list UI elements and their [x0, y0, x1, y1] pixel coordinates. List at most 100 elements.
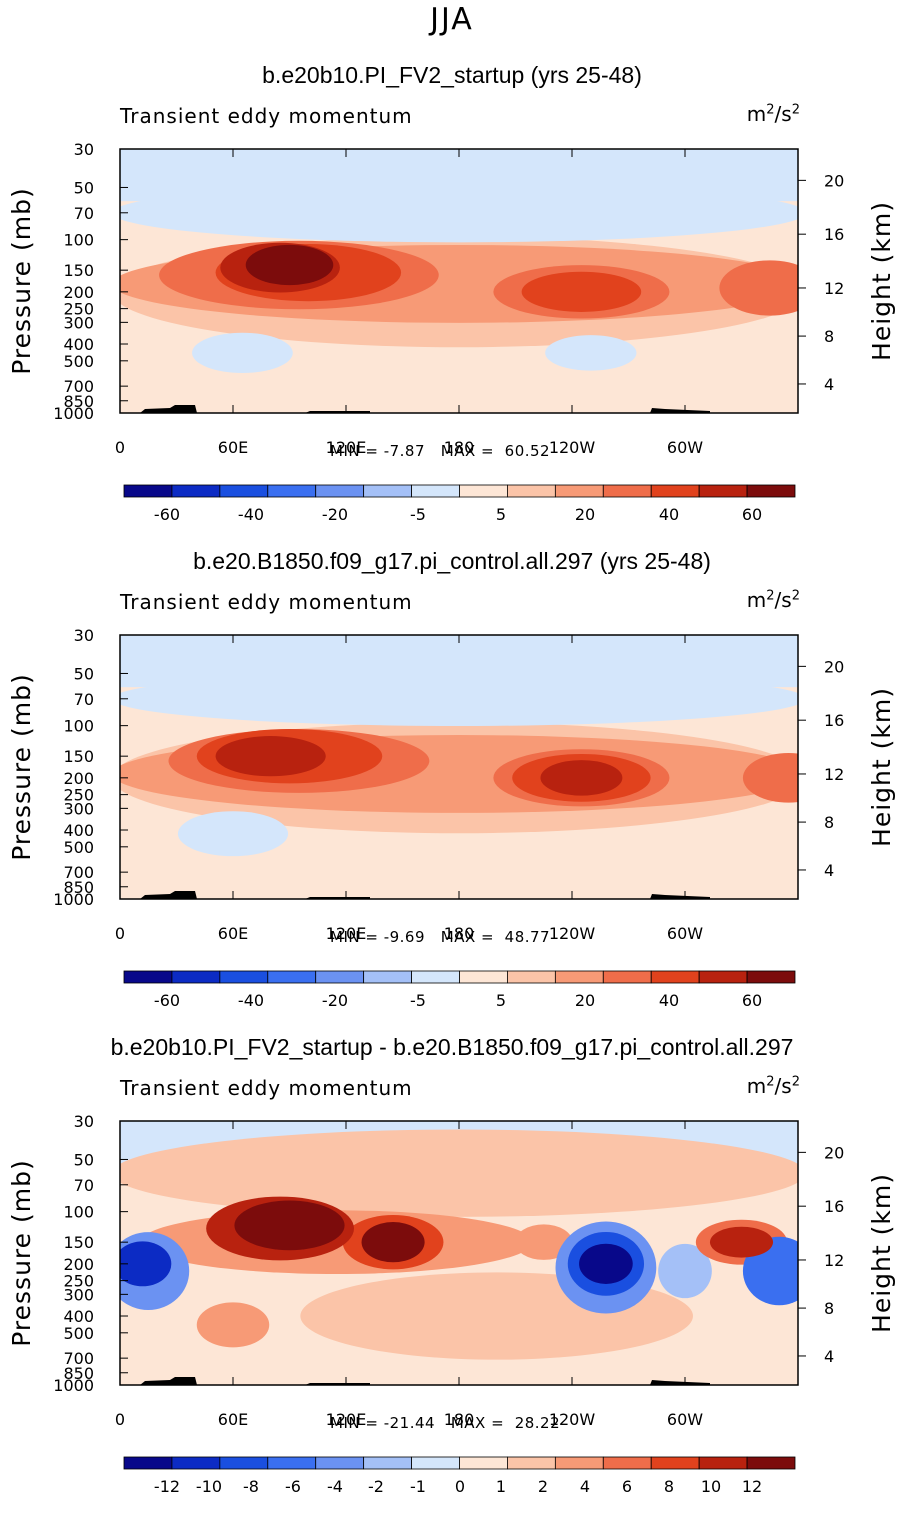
colorbar-swatch — [698, 1456, 748, 1470]
colorbar-swatch — [219, 484, 269, 498]
topography — [140, 405, 710, 413]
colorbar-label: 12 — [742, 1477, 762, 1496]
x-tick-label: 180 — [444, 438, 475, 457]
y-right-tick-label: 20 — [824, 657, 844, 676]
contour-region — [120, 1241, 172, 1287]
colorbar-label: 10 — [701, 1477, 721, 1496]
x-tick-label: 180 — [444, 924, 475, 943]
colorbar-label: 2 — [538, 1477, 548, 1496]
colorbar-swatch — [411, 1456, 460, 1470]
colorbar-swatch — [171, 1456, 221, 1470]
y-right-tick-label: 12 — [824, 765, 844, 784]
colorbar-label: 0 — [455, 1477, 465, 1496]
contour-region — [579, 1243, 633, 1284]
y-right-axis-label: Height (km) — [867, 687, 896, 847]
x-tick-label: 120W — [549, 924, 596, 943]
x-tick-label: 60E — [218, 438, 248, 457]
colorbar: -12 -10 -8 -6 -4 -2 -1 0 1 2 4 6 8 10 12 — [123, 1456, 796, 1496]
colorbar-swatch — [363, 970, 412, 984]
y-tick-label: 200 — [63, 283, 94, 302]
chart-panel-3: 30 50 70 100 150 200 250 300 400 500 700 850 1000 20 1… — [0, 1034, 904, 1520]
contour-region — [120, 183, 798, 243]
x-tick-label: 0 — [115, 924, 125, 943]
y-tick-label: 300 — [63, 1285, 94, 1304]
colorbar-swatch — [171, 484, 221, 498]
y-right-tick-label: 16 — [824, 225, 844, 244]
y-tick-label: 200 — [63, 769, 94, 788]
x-tick-label: 120W — [549, 1410, 596, 1429]
y-tick-label: 500 — [63, 838, 94, 857]
y-axis-label: Pressure (mb) — [7, 187, 36, 374]
y-right-axis-label: Height (km) — [867, 201, 896, 361]
y-right-tick-label: 20 — [824, 171, 844, 190]
colorbar-label: -12 — [154, 1477, 180, 1496]
contour-region — [196, 1302, 270, 1348]
x-tick-label: 120W — [549, 438, 596, 457]
colorbar-swatch — [315, 1456, 365, 1470]
x-tick-label: 180 — [444, 1410, 475, 1429]
units-label: m2/s2 — [746, 588, 800, 612]
x-tick-label: 60E — [218, 1410, 248, 1429]
y-right-tick-label: 4 — [824, 861, 834, 880]
colorbar-label: -60 — [154, 505, 180, 524]
colorbar-label: 20 — [575, 505, 595, 524]
colorbar-swatch — [123, 1456, 173, 1470]
y-tick-label: 500 — [63, 352, 94, 371]
y-tick-label: 100 — [63, 231, 94, 250]
y-tick-label: 70 — [74, 204, 94, 223]
chart-svg: 3050701001502002503004005007008501000201… — [7, 1112, 896, 1496]
y-tick-label: 250 — [63, 786, 94, 805]
colorbar-swatch — [746, 484, 796, 498]
colorbar: -60 -40 -20 -5 5 20 40 60 — [123, 970, 796, 1010]
y-right-tick-label: 8 — [824, 813, 834, 832]
colorbar-label: 5 — [496, 991, 506, 1010]
colorbar-swatch — [267, 484, 317, 498]
y-tick-label: 30 — [74, 1112, 94, 1131]
x-tick-label: 0 — [115, 1410, 125, 1429]
contour-region — [719, 260, 798, 316]
x-tick-label: 60W — [667, 1410, 703, 1429]
colorbar-label: -5 — [410, 505, 426, 524]
colorbar-label: 60 — [742, 991, 762, 1010]
y-tick-label: 700 — [63, 377, 94, 396]
colorbar-label: -1 — [410, 1477, 426, 1496]
colorbar-swatch — [267, 970, 317, 984]
min-max-label: MIN = -7.87 MAX = 60.52 — [330, 442, 551, 460]
chart-svg: 3050701001502002503004005007008501000201… — [7, 140, 896, 524]
colorbar-label: -40 — [238, 505, 264, 524]
y-tick-label: 1000 — [53, 1376, 94, 1395]
contour-region — [521, 271, 642, 312]
y-axis-label: Pressure (mb) — [7, 673, 36, 860]
colorbar-swatch — [554, 1456, 604, 1470]
contour-region — [515, 1224, 573, 1260]
colorbar-label: -20 — [322, 991, 348, 1010]
colorbar-swatch — [219, 1456, 269, 1470]
colorbar-swatch — [507, 970, 556, 984]
colorbar-label: 5 — [496, 505, 506, 524]
y-tick-label: 850 — [63, 392, 94, 411]
y-tick-label: 850 — [63, 1364, 94, 1383]
x-tick-label: 0 — [115, 438, 125, 457]
y-right-tick-label: 12 — [824, 1251, 844, 1270]
y-tick-label: 200 — [63, 1255, 94, 1274]
y-right-tick-label: 8 — [824, 1299, 834, 1318]
colorbar-swatch — [411, 484, 460, 498]
y-axis-label: Pressure (mb) — [7, 1159, 36, 1346]
colorbar-label: -60 — [154, 991, 180, 1010]
y-tick-label: 400 — [63, 821, 94, 840]
contour-region — [120, 1129, 798, 1217]
y-right-tick-label: 4 — [824, 1347, 834, 1366]
min-max-label: MIN = -9.69 MAX = 48.77 — [330, 928, 551, 946]
x-tick-label: 60W — [667, 438, 703, 457]
colorbar-swatch — [315, 970, 365, 984]
colorbar-label: -6 — [285, 1477, 301, 1496]
colorbar-swatch — [602, 1456, 652, 1470]
colorbar-swatch — [554, 484, 604, 498]
y-right-tick-label: 8 — [824, 327, 834, 346]
colorbar-swatch — [459, 484, 508, 498]
y-tick-label: 50 — [74, 664, 94, 683]
y-tick-label: 700 — [63, 863, 94, 882]
y-tick-label: 850 — [63, 878, 94, 897]
y-tick-label: 250 — [63, 1272, 94, 1291]
y-tick-label: 150 — [63, 261, 94, 280]
